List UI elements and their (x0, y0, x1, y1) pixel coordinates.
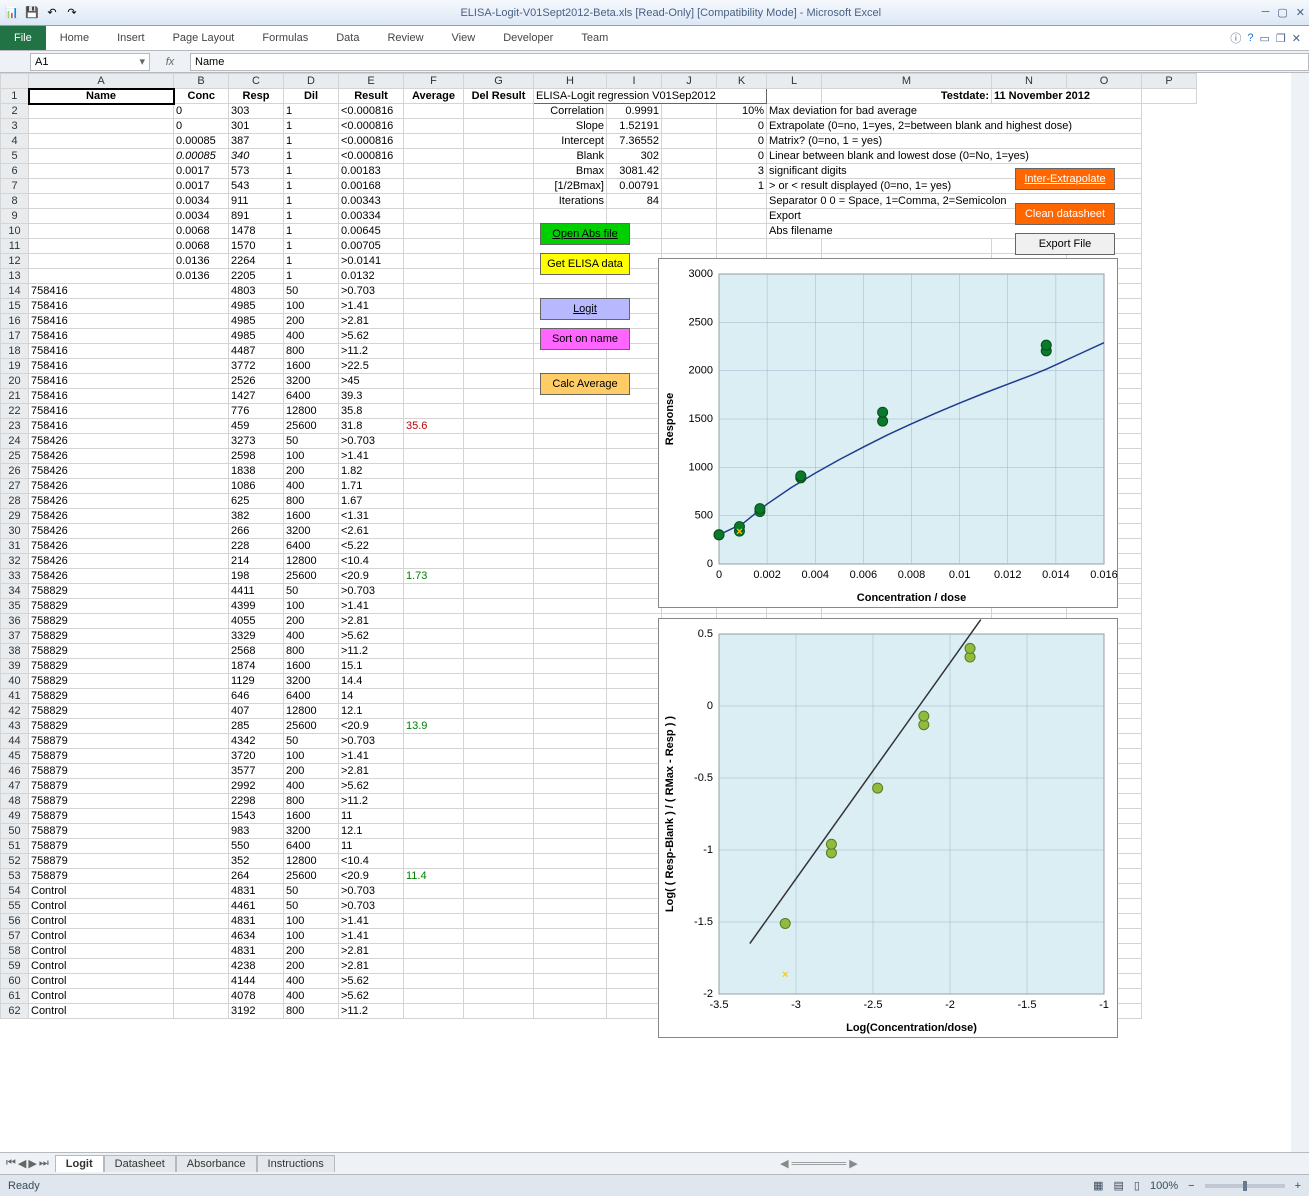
svg-text:-3.5: -3.5 (710, 999, 729, 1011)
formula-bar: A1▾ fx Name (0, 51, 1309, 73)
sheet-tab-absorbance[interactable]: Absorbance (176, 1155, 257, 1172)
svg-text:Concentration / dose: Concentration / dose (857, 592, 966, 604)
svg-text:2000: 2000 (689, 365, 713, 377)
svg-text:-0.5: -0.5 (694, 772, 713, 784)
svg-text:0: 0 (707, 700, 713, 712)
sort-on-name-button[interactable]: Sort on name (540, 328, 630, 350)
ribbon-help-icon[interactable]: ⓘ (1230, 30, 1241, 46)
tab-insert[interactable]: Insert (103, 26, 159, 50)
status-ready: Ready (8, 1180, 40, 1192)
minimize-ribbon-icon[interactable]: ▭ (1260, 32, 1270, 45)
tab-formulas[interactable]: Formulas (248, 26, 322, 50)
sheet-tabs-bar: ⏮◀▶⏭ LogitDatasheetAbsorbanceInstruction… (0, 1152, 1309, 1174)
view-normal-icon[interactable]: ▦ (1093, 1179, 1103, 1192)
tab-view[interactable]: View (438, 26, 490, 50)
svg-text:0.01: 0.01 (949, 569, 970, 581)
window-title: ELISA-Logit-V01Sept2012-Beta.xls [Read-O… (80, 7, 1262, 19)
svg-text:×: × (782, 969, 788, 981)
svg-text:1500: 1500 (689, 413, 713, 425)
export-file-button[interactable]: Export File (1015, 233, 1115, 255)
tab-team[interactable]: Team (567, 26, 622, 50)
open-abs-file-button[interactable]: Open Abs file (540, 223, 630, 245)
help-icon[interactable]: ? (1247, 32, 1253, 44)
svg-text:0.006: 0.006 (850, 569, 878, 581)
svg-text:-2.5: -2.5 (864, 999, 883, 1011)
sheet-tab-logit[interactable]: Logit (55, 1155, 104, 1172)
fx-icon[interactable]: fx (150, 56, 190, 68)
worksheet-grid[interactable]: ABCDEFGHIJKLMNOP1NameConcRespDilResultAv… (0, 73, 1309, 1152)
tab-data[interactable]: Data (322, 26, 373, 50)
svg-text:0: 0 (716, 569, 722, 581)
undo-icon[interactable]: ↶ (44, 5, 60, 21)
clean-datasheet-button[interactable]: Clean datasheet (1015, 203, 1115, 225)
svg-text:0.004: 0.004 (801, 569, 829, 581)
calc-average-button[interactable]: Calc Average (540, 373, 630, 395)
tab-page-layout[interactable]: Page Layout (159, 26, 249, 50)
svg-text:-1: -1 (703, 844, 713, 856)
svg-text:3000: 3000 (689, 268, 713, 280)
svg-text:Log( ( Resp-Blank ) / ( RMax -: Log( ( Resp-Blank ) / ( RMax - Resp ) ) (664, 716, 676, 913)
view-layout-icon[interactable]: ▤ (1114, 1179, 1124, 1192)
tab-nav-first-icon[interactable]: ⏮ (6, 1157, 16, 1170)
inter-extrapolate-button[interactable]: Inter-Extrapolate (1015, 168, 1115, 190)
zoom-out-icon[interactable]: − (1188, 1180, 1194, 1192)
svg-text:500: 500 (695, 510, 713, 522)
svg-text:0.014: 0.014 (1042, 569, 1070, 581)
svg-text:-2: -2 (703, 988, 713, 1000)
tab-nav-prev-icon[interactable]: ◀ (18, 1157, 26, 1170)
save-icon[interactable]: 💾 (24, 5, 40, 21)
svg-text:0.008: 0.008 (898, 569, 926, 581)
logit-button[interactable]: Logit (540, 298, 630, 320)
tab-nav-next-icon[interactable]: ▶ (28, 1157, 36, 1170)
svg-text:-1: -1 (1099, 999, 1109, 1011)
tab-file[interactable]: File (0, 26, 46, 50)
svg-text:-1.5: -1.5 (1018, 999, 1037, 1011)
ribbon-tabs: File HomeInsertPage LayoutFormulasDataRe… (0, 26, 1309, 51)
tab-developer[interactable]: Developer (489, 26, 567, 50)
title-bar: 📊 💾 ↶ ↷ ELISA-Logit-V01Sept2012-Beta.xls… (0, 0, 1309, 26)
status-bar: Ready ▦ ▤ ▯ 100% − + (0, 1174, 1309, 1196)
svg-text:Log(Concentration/dose): Log(Concentration/dose) (846, 1022, 977, 1034)
view-pagebreak-icon[interactable]: ▯ (1134, 1179, 1140, 1192)
sheet-tab-instructions[interactable]: Instructions (257, 1155, 335, 1172)
formula-input[interactable]: Name (190, 53, 1309, 71)
maximize-icon[interactable]: ▢ (1277, 6, 1287, 19)
svg-text:0.002: 0.002 (753, 569, 781, 581)
close-icon[interactable]: ✕ (1296, 6, 1305, 19)
svg-text:0: 0 (707, 558, 713, 570)
tab-review[interactable]: Review (373, 26, 437, 50)
svg-text:-3: -3 (791, 999, 801, 1011)
quick-access-toolbar: 📊 💾 ↶ ↷ (4, 5, 80, 21)
restore-window-icon[interactable]: ❐ (1276, 32, 1286, 45)
zoom-level: 100% (1150, 1180, 1178, 1192)
zoom-in-icon[interactable]: + (1295, 1180, 1301, 1192)
svg-text:2500: 2500 (689, 316, 713, 328)
svg-text:0.5: 0.5 (698, 628, 713, 640)
log-chart: -3.5 -3 -2.5 -2 -1.5 -1 -2 -1.5 -1 -0.5 0 0.5 × Log(C… (658, 618, 1118, 1038)
svg-text:-1.5: -1.5 (694, 916, 713, 928)
name-box[interactable]: A1▾ (30, 53, 150, 71)
minimize-icon[interactable]: ─ (1262, 6, 1270, 19)
sheet-tab-datasheet[interactable]: Datasheet (104, 1155, 176, 1172)
tab-nav-last-icon[interactable]: ⏭ (39, 1157, 49, 1170)
redo-icon[interactable]: ↷ (64, 5, 80, 21)
svg-text:1000: 1000 (689, 461, 713, 473)
tab-home[interactable]: Home (46, 26, 103, 50)
excel-icon: 📊 (4, 5, 20, 21)
close-workbook-icon[interactable]: ✕ (1292, 32, 1301, 45)
svg-text:×: × (736, 526, 742, 538)
response-chart: 0 0.002 0.004 0.006 0.008 0.01 0.012 0.014 0.016… (658, 258, 1118, 608)
svg-text:-2: -2 (945, 999, 955, 1011)
get-elisa-data-button[interactable]: Get ELISA data (540, 253, 630, 275)
svg-text:0.016: 0.016 (1090, 569, 1118, 581)
svg-text:0.012: 0.012 (994, 569, 1022, 581)
svg-text:Response: Response (664, 393, 676, 446)
